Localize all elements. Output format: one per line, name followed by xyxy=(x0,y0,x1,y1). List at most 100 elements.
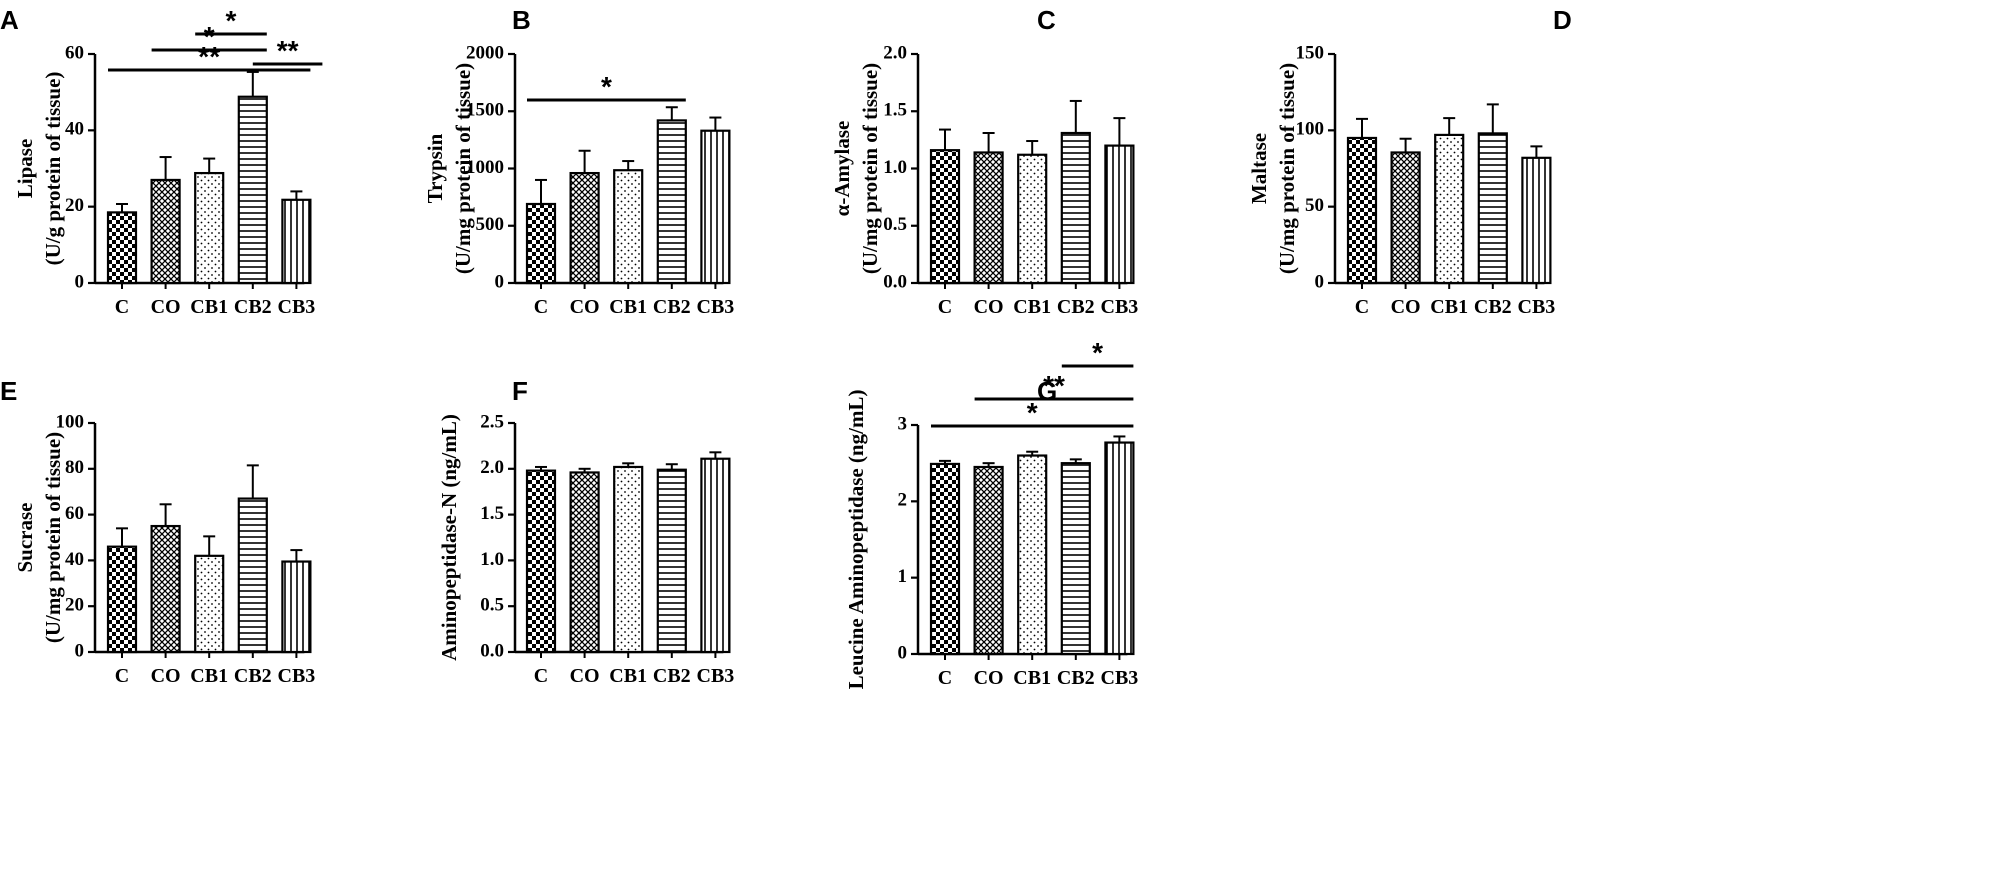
y-tick-label: 0.0 xyxy=(883,271,907,292)
x-tick-label: CB3 xyxy=(697,665,735,687)
y-tick-label: 2000 xyxy=(466,42,504,63)
x-tick-label: CB2 xyxy=(234,665,272,687)
panel-letter: A xyxy=(0,5,19,35)
bar-cb1 xyxy=(613,465,644,654)
x-tick-label: CO xyxy=(570,665,600,687)
y-tick-label: 1.0 xyxy=(883,157,907,178)
y-tick-label: 60 xyxy=(65,42,84,63)
bar-cb1 xyxy=(1017,153,1048,285)
bar-co xyxy=(569,471,600,654)
y-axis-title-line: (U/mg protein of tissue) xyxy=(858,63,882,274)
x-tick-label: C xyxy=(115,296,129,318)
y-tick-label: 1500 xyxy=(466,100,504,121)
bar-c xyxy=(929,462,961,656)
x-tick-label: CB1 xyxy=(190,665,228,687)
bar-cb3 xyxy=(1104,441,1135,656)
x-tick-label: C xyxy=(938,667,952,689)
y-axis-title-line: α-Amylase xyxy=(830,121,854,217)
x-tick-label: CO xyxy=(570,296,600,318)
bar-cb1 xyxy=(1017,454,1048,656)
bar-cb3 xyxy=(1104,144,1135,285)
bar-co xyxy=(973,465,1004,656)
y-axis-title: Aminopeptidase-N (ng/mL) xyxy=(437,414,461,661)
y-tick-label: 100 xyxy=(56,411,85,432)
y-axis-title-line: (U/mg protein of tissue) xyxy=(41,432,65,643)
y-axis-title-line: (U/mg protein of tissue) xyxy=(451,63,475,274)
bar-cb2 xyxy=(1060,462,1091,656)
panel-letter: C xyxy=(1037,5,1056,35)
bar-co xyxy=(973,151,1004,285)
bar-cb3 xyxy=(700,457,731,654)
y-tick-label: 0.5 xyxy=(883,214,907,235)
bar-co xyxy=(1390,151,1421,285)
bar-cb2 xyxy=(656,119,687,285)
x-tick-label: CB2 xyxy=(234,296,272,318)
y-tick-label: 0 xyxy=(1315,271,1325,292)
y-tick-label: 0.5 xyxy=(480,595,504,616)
bar-cb1 xyxy=(194,554,225,654)
y-axis-title-line: Sucrase xyxy=(13,503,37,573)
y-axis-title: Trypsin (U/mg protein of tissue) xyxy=(423,63,475,274)
y-tick-label: 1000 xyxy=(466,157,504,178)
bar-c xyxy=(106,211,138,285)
panel-letter: F xyxy=(512,376,528,406)
y-tick-label: 500 xyxy=(476,214,505,235)
y-tick-label: 40 xyxy=(65,119,84,140)
bar-cb1 xyxy=(613,169,644,285)
y-axis-title-line: Leucine Aminopeptidase (ng/mL) xyxy=(844,390,868,690)
y-tick-label: 0.0 xyxy=(480,640,504,661)
y-tick-label: 20 xyxy=(65,195,84,216)
y-tick-label: 40 xyxy=(65,549,84,570)
panel-letter: B xyxy=(512,5,531,35)
y-axis-title: Leucine Aminopeptidase (ng/mL) xyxy=(844,390,868,690)
bar-cb1 xyxy=(1434,133,1465,285)
bar-cb3 xyxy=(700,129,731,285)
x-tick-label: CB3 xyxy=(278,296,316,318)
bar-co xyxy=(150,524,181,654)
y-axis-title-line: Trypsin xyxy=(423,133,447,203)
panel-letter: D xyxy=(1553,5,1572,35)
bar-cb2 xyxy=(1477,132,1508,285)
y-tick-label: 2 xyxy=(898,490,908,511)
significance-label: * xyxy=(1092,337,1103,368)
significance-label: ** xyxy=(277,35,299,66)
y-axis-title: Maltase (U/mg protein of tissue) xyxy=(1247,63,1299,274)
y-tick-label: 0 xyxy=(75,271,85,292)
y-tick-label: 0 xyxy=(898,642,908,663)
bar-cb2 xyxy=(1060,131,1091,285)
x-tick-label: C xyxy=(1355,296,1369,318)
bar-c xyxy=(525,202,557,285)
x-tick-label: CO xyxy=(974,296,1004,318)
y-tick-label: 3 xyxy=(898,413,908,434)
bar-co xyxy=(569,171,600,285)
y-tick-label: 1 xyxy=(898,566,908,587)
x-tick-label: CB1 xyxy=(190,296,228,318)
y-axis-title-line: Lipase xyxy=(13,139,37,199)
significance-label: ** xyxy=(1043,370,1065,401)
y-tick-label: 100 xyxy=(1296,119,1325,140)
bar-c xyxy=(106,545,138,654)
y-axis-title-line: (U/mg protein of tissue) xyxy=(1275,63,1299,274)
bar-co xyxy=(150,178,181,285)
y-axis-title-line: (U/g protein of tissue) xyxy=(41,72,65,266)
significance-label: * xyxy=(601,71,612,102)
x-tick-label: C xyxy=(534,296,548,318)
y-tick-label: 20 xyxy=(65,595,84,616)
y-tick-label: 1.5 xyxy=(480,503,504,524)
bar-cb3 xyxy=(1521,156,1552,285)
bar-cb2 xyxy=(656,468,687,654)
bar-cb2 xyxy=(237,95,268,285)
x-tick-label: C xyxy=(938,296,952,318)
x-tick-label: CB2 xyxy=(1057,296,1095,318)
x-tick-label: CB3 xyxy=(1101,296,1139,318)
y-tick-label: 0 xyxy=(75,640,85,661)
panel-a: A 0 20 40 60 Lipase (U/g protein of tissue) C CO… xyxy=(0,5,323,318)
x-tick-label: CO xyxy=(151,296,181,318)
x-tick-label: CB3 xyxy=(697,296,735,318)
x-tick-label: CB1 xyxy=(1013,296,1051,318)
